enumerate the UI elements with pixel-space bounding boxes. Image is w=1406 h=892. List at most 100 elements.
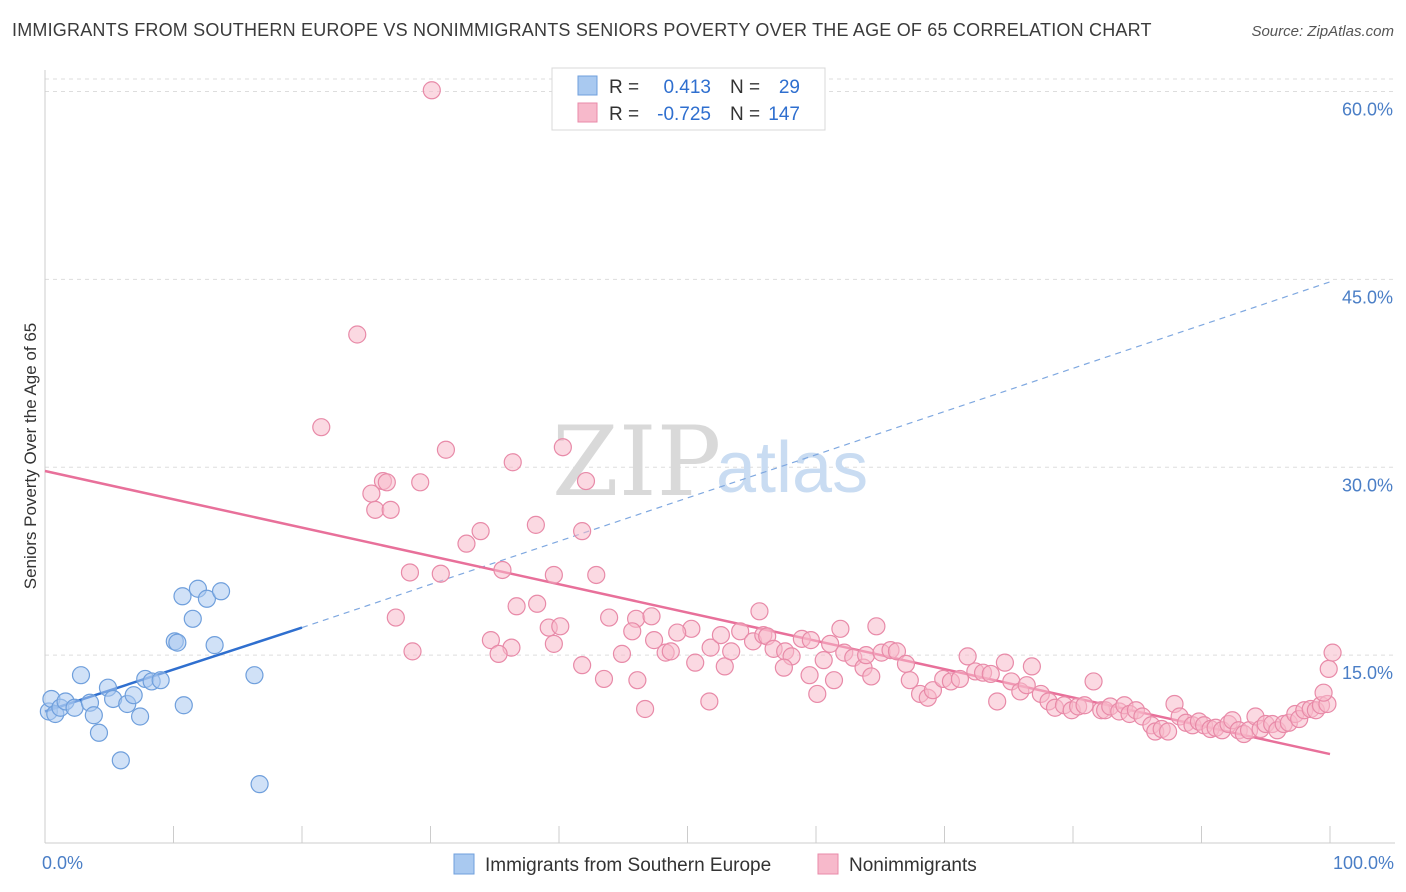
y-tick-labels: 15.0% 30.0% 45.0% 60.0% — [1342, 100, 1393, 684]
x-tick-labels: 0.0% 100.0% — [42, 853, 1394, 873]
point-nonimmigrants — [381, 500, 400, 519]
point-nonimmigrants — [481, 631, 500, 650]
point-immigrants — [168, 633, 187, 652]
point-nonimmigrants — [386, 608, 405, 627]
point-immigrants — [197, 589, 217, 608]
point-nonimmigrants — [731, 622, 750, 641]
point-nonimmigrants — [867, 617, 886, 636]
point-nonimmigrants — [814, 651, 833, 670]
point-nonimmigrants — [950, 669, 970, 689]
point-nonimmigrants — [1314, 683, 1333, 702]
point-nonimmigrants — [1017, 676, 1036, 695]
point-nonimmigrants — [431, 564, 450, 583]
point-nonimmigrants — [623, 622, 642, 641]
series-legend-swatch-immigrants — [453, 853, 475, 875]
point-nonimmigrants — [800, 666, 819, 685]
point-immigrants — [173, 587, 192, 606]
point-nonimmigrants — [436, 440, 456, 459]
point-immigrants — [211, 582, 231, 601]
point-nonimmigrants — [887, 642, 907, 661]
point-nonimmigrants — [857, 646, 876, 665]
point-nonimmigrants — [312, 418, 331, 437]
point-nonimmigrants — [493, 560, 512, 580]
point-nonimmigrants — [715, 657, 734, 676]
point-nonimmigrants — [403, 642, 422, 661]
point-immigrants — [174, 696, 193, 715]
point-nonimmigrants — [981, 664, 1000, 684]
point-nonimmigrants — [573, 522, 592, 541]
correlation-legend: R = 0.413 N = 29 R = -0.725 N = 147 — [551, 67, 826, 131]
point-nonimmigrants — [896, 654, 916, 673]
point-immigrants — [250, 775, 269, 794]
point-nonimmigrants — [1022, 657, 1041, 676]
point-nonimmigrants — [612, 644, 632, 663]
data-points — [39, 81, 1342, 794]
point-nonimmigrants — [400, 563, 420, 582]
point-nonimmigrants — [526, 515, 545, 534]
series-legend-nonimmigrants: Nonimmigrants — [849, 855, 977, 876]
point-nonimmigrants — [377, 473, 396, 492]
point-nonimmigrants — [628, 671, 647, 690]
axes — [44, 70, 1395, 844]
point-nonimmigrants — [824, 671, 844, 690]
point-immigrants — [71, 666, 91, 685]
trend-immigrants-projection — [301, 281, 1331, 629]
point-nonimmigrants — [642, 607, 661, 626]
point-nonimmigrants — [348, 325, 367, 344]
point-nonimmigrants — [722, 642, 741, 661]
y-tick-label: 60.0% — [1342, 100, 1393, 120]
point-nonimmigrants — [821, 634, 840, 653]
legend-n-value: 147 — [768, 104, 800, 125]
point-nonimmigrants — [1084, 672, 1103, 691]
source-credit: Source: ZipAtlas.com — [1251, 23, 1394, 40]
y-tick-label: 30.0% — [1342, 475, 1393, 495]
point-nonimmigrants — [600, 608, 619, 627]
legend-r-value: -0.725 — [657, 104, 711, 125]
legend-n-label: N = — [730, 77, 760, 98]
point-nonimmigrants — [774, 658, 793, 677]
point-nonimmigrants — [700, 692, 719, 711]
point-nonimmigrants — [750, 602, 769, 621]
x-tick-label: 100.0% — [1333, 853, 1394, 873]
point-immigrants — [183, 609, 202, 628]
point-nonimmigrants — [422, 81, 441, 100]
legend-r-label: R = — [609, 77, 639, 98]
point-nonimmigrants — [544, 565, 563, 585]
point-immigrants — [65, 698, 84, 717]
series-legend-immigrants: Immigrants from Southern Europe — [485, 855, 771, 876]
x-tick-label: 0.0% — [42, 853, 83, 873]
point-immigrants — [124, 686, 143, 705]
watermark-zip: ZIP — [552, 406, 721, 518]
point-nonimmigrants — [528, 594, 547, 613]
point-nonimmigrants — [686, 653, 705, 672]
point-nonimmigrants — [711, 625, 731, 645]
point-nonimmigrants — [661, 642, 680, 661]
point-nonimmigrants — [573, 656, 592, 675]
point-immigrants — [89, 723, 109, 742]
point-nonimmigrants — [808, 684, 827, 704]
legend-n-label: N = — [730, 104, 760, 125]
point-nonimmigrants — [995, 653, 1014, 672]
point-nonimmigrants — [1319, 659, 1338, 679]
point-immigrants — [84, 706, 103, 725]
point-immigrants — [130, 707, 150, 726]
point-nonimmigrants — [1158, 722, 1178, 741]
point-immigrants — [205, 636, 224, 655]
point-nonimmigrants — [635, 699, 655, 719]
point-nonimmigrants — [701, 638, 720, 657]
point-nonimmigrants — [862, 667, 881, 686]
point-nonimmigrants — [366, 500, 385, 519]
point-nonimmigrants — [900, 671, 919, 690]
point-nonimmigrants — [668, 623, 687, 642]
point-nonimmigrants — [544, 634, 563, 653]
point-immigrants — [111, 751, 130, 770]
series-legend: Immigrants from Southern Europe Nonimmig… — [453, 853, 977, 876]
point-nonimmigrants — [594, 669, 614, 689]
point-nonimmigrants — [1323, 643, 1342, 662]
y-tick-label: 45.0% — [1342, 287, 1393, 307]
point-nonimmigrants — [503, 453, 522, 472]
point-immigrants — [151, 671, 170, 690]
point-nonimmigrants — [587, 565, 606, 585]
point-nonimmigrants — [923, 681, 943, 700]
